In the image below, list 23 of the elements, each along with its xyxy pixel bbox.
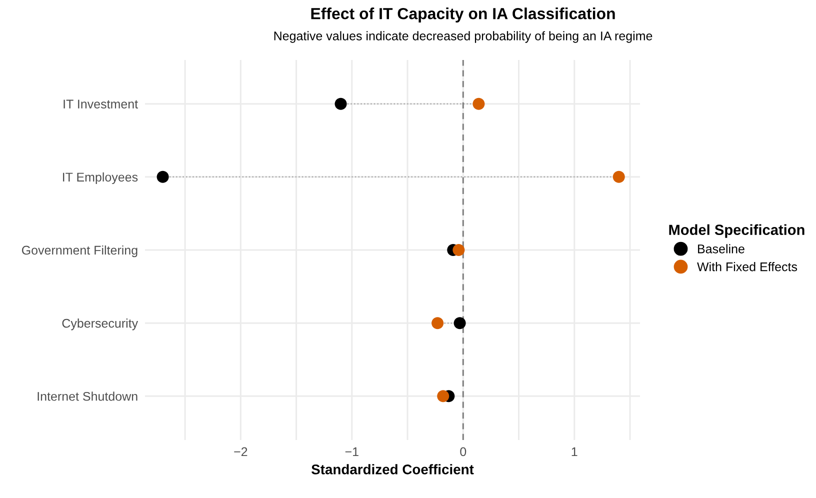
point	[612, 170, 625, 183]
legend-label: Baseline	[698, 244, 744, 254]
chart-title: Effect of IT Capacity on IA Classification	[311, 8, 615, 22]
y-tick-label: Internet Shutdown	[38, 392, 138, 401]
point	[454, 317, 466, 330]
point	[472, 98, 485, 110]
x-tick-label: −1	[345, 447, 358, 456]
x-tick-label: 0	[460, 447, 466, 456]
legend-label: With Fixed Effects	[697, 262, 798, 272]
y-tick-label: Cybersecurity	[62, 318, 138, 330]
point	[432, 317, 444, 330]
y-tick-label: IT Investment	[64, 100, 138, 108]
x-tick-label: −2	[234, 447, 248, 456]
x-tick-label: 1	[572, 447, 578, 456]
point	[452, 244, 465, 256]
point	[437, 390, 450, 402]
y-tick-label: IT Employees	[63, 172, 138, 184]
point	[334, 98, 347, 110]
y-tick-label: Government Filtering	[22, 245, 138, 258]
x-axis-title: Standardized Coefficient	[311, 464, 474, 474]
legend-title: Model Specification	[669, 224, 804, 238]
chart-subtitle: Negative values indicate decreased probability of being an IA regime	[274, 31, 652, 43]
point	[156, 170, 169, 183]
